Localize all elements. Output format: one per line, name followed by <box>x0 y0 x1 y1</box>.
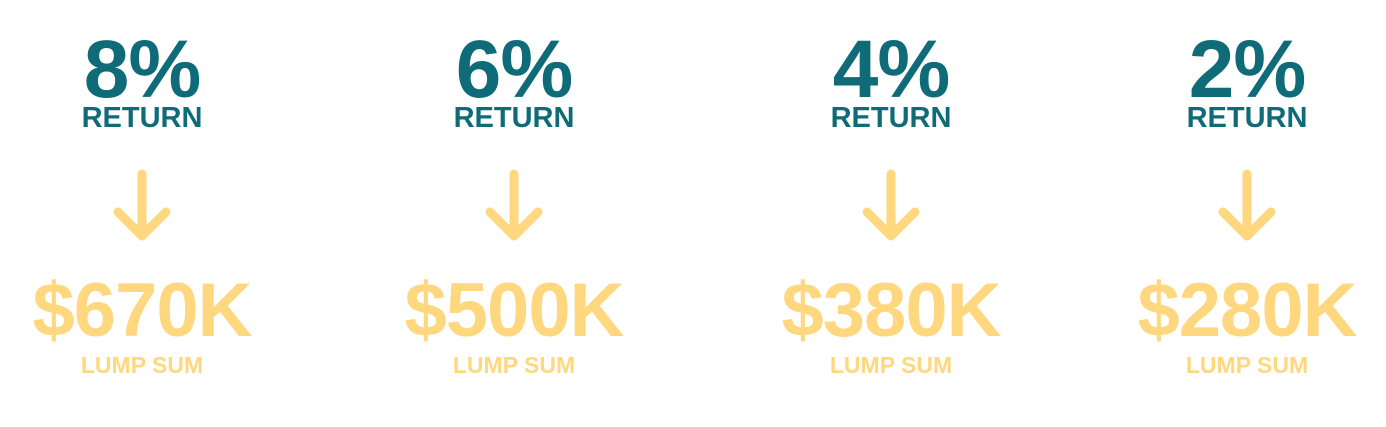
return-percent: 6% <box>455 24 574 115</box>
arrow-down-icon <box>113 169 171 241</box>
return-label: RETURN <box>81 102 203 134</box>
comparison-column-6pct: 6% RETURN $500K LUMP SUM <box>364 0 664 427</box>
return-label: RETURN <box>453 102 575 134</box>
lump-sum-amount: $380K <box>781 268 1002 353</box>
comparison-column-8pct: 8% RETURN $670K LUMP SUM <box>0 0 292 427</box>
lump-sum-amount: $670K <box>32 268 253 353</box>
arrow-down-icon <box>1218 169 1276 241</box>
lump-sum-label: LUMP SUM <box>1185 352 1309 378</box>
comparison-column-2pct: 2% RETURN $280K LUMP SUM <box>1097 0 1386 427</box>
arrow-down-icon <box>862 169 920 241</box>
comparison-column-4pct: 4% RETURN $380K LUMP SUM <box>741 0 1041 427</box>
return-percent: 8% <box>83 24 202 115</box>
lump-sum-amount: $500K <box>404 268 625 353</box>
return-percent: 4% <box>832 24 951 115</box>
return-percent: 2% <box>1188 24 1307 115</box>
arrow-down-icon <box>485 169 543 241</box>
lump-sum-label: LUMP SUM <box>80 352 204 378</box>
lump-sum-amount: $280K <box>1137 268 1358 353</box>
lump-sum-label: LUMP SUM <box>829 352 953 378</box>
return-label: RETURN <box>830 102 952 134</box>
lump-sum-label: LUMP SUM <box>452 352 576 378</box>
return-label: RETURN <box>1186 102 1308 134</box>
